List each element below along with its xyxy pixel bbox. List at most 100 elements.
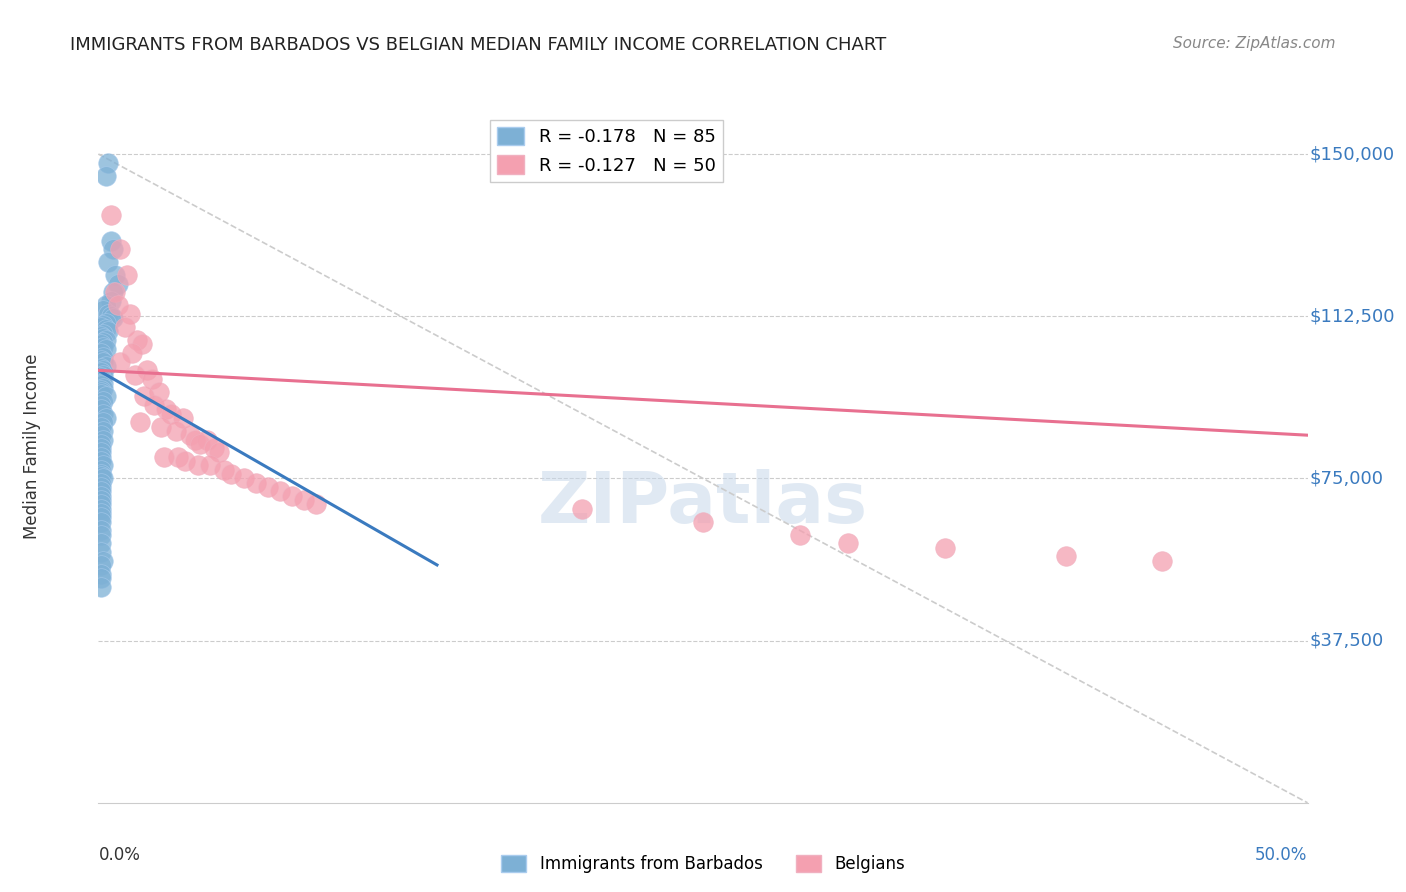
Point [172, 410, 194, 425]
Point [90, 383, 112, 397]
Point [204, 441, 226, 455]
Point [90, 536, 112, 550]
Point [90, 489, 112, 503]
Point [91, 335, 114, 350]
Point [90, 374, 112, 388]
Point [91, 433, 114, 447]
Point [150, 419, 173, 434]
Point [90, 441, 112, 455]
Point [305, 497, 328, 511]
Point [90, 571, 112, 585]
Point [91, 363, 114, 377]
Point [90, 475, 112, 490]
Point [127, 333, 149, 347]
Point [100, 208, 122, 222]
Point [281, 489, 304, 503]
Point [269, 484, 291, 499]
Point [90, 469, 112, 483]
Point [90, 378, 112, 392]
Point [91, 424, 114, 438]
Point [934, 541, 956, 555]
Point [108, 354, 131, 368]
Point [101, 311, 124, 326]
Point [91, 381, 114, 395]
Point [90, 384, 112, 399]
Point [91, 354, 114, 368]
Point [100, 310, 122, 324]
Point [90, 450, 112, 464]
Point [91, 326, 114, 341]
Point [141, 372, 163, 386]
Point [90, 366, 112, 380]
Point [131, 337, 153, 351]
Point [90, 515, 112, 529]
Point [107, 298, 129, 312]
Point [90, 445, 112, 459]
Point [143, 398, 166, 412]
Point [107, 277, 129, 291]
Point [571, 501, 593, 516]
Point [94, 410, 117, 425]
Point [90, 437, 112, 451]
Point [292, 493, 315, 508]
Point [90, 524, 112, 538]
Point [91, 553, 114, 567]
Point [91, 407, 114, 421]
Point [179, 428, 201, 442]
Point [90, 545, 112, 559]
Text: $37,500: $37,500 [1310, 632, 1385, 649]
Point [97, 255, 120, 269]
Point [90, 506, 112, 520]
Legend: Immigrants from Barbados, Belgians: Immigrants from Barbados, Belgians [495, 848, 911, 880]
Point [94, 298, 117, 312]
Point [152, 450, 174, 464]
Point [165, 424, 187, 438]
Point [90, 497, 112, 511]
Point [188, 437, 211, 451]
Point [148, 384, 170, 399]
Text: $112,500: $112,500 [1310, 307, 1396, 326]
Point [90, 372, 112, 386]
Point [118, 307, 141, 321]
Point [135, 363, 157, 377]
Point [124, 368, 146, 382]
Point [789, 527, 811, 541]
Point [128, 415, 150, 429]
Point [94, 389, 117, 403]
Point [90, 527, 112, 541]
Point [90, 361, 112, 376]
Point [1054, 549, 1077, 564]
Point [121, 346, 143, 360]
Point [94, 359, 117, 373]
Point [97, 155, 120, 169]
Point [90, 352, 112, 367]
Text: IMMIGRANTS FROM BARBADOS VS BELGIAN MEDIAN FAMILY INCOME CORRELATION CHART: IMMIGRANTS FROM BARBADOS VS BELGIAN MEDI… [70, 36, 887, 54]
Point [94, 322, 117, 336]
Text: ZIPatlas: ZIPatlas [538, 468, 868, 538]
Point [94, 316, 117, 330]
Point [187, 458, 209, 473]
Point [91, 471, 114, 485]
Point [160, 407, 183, 421]
Point [195, 433, 218, 447]
Point [91, 339, 114, 353]
Point [90, 467, 112, 482]
Point [90, 566, 112, 581]
Point [155, 402, 177, 417]
Point [97, 325, 120, 339]
Point [90, 493, 112, 508]
Point [104, 285, 127, 300]
Point [97, 307, 120, 321]
Text: $75,000: $75,000 [1310, 469, 1384, 487]
Point [174, 454, 197, 468]
Point [94, 169, 117, 183]
Point [90, 558, 112, 572]
Point [90, 484, 112, 499]
Text: 0.0%: 0.0% [98, 846, 141, 863]
Point [184, 433, 207, 447]
Point [90, 398, 112, 412]
Point [114, 320, 136, 334]
Point [90, 454, 112, 468]
Point [692, 515, 714, 529]
Point [91, 331, 114, 345]
